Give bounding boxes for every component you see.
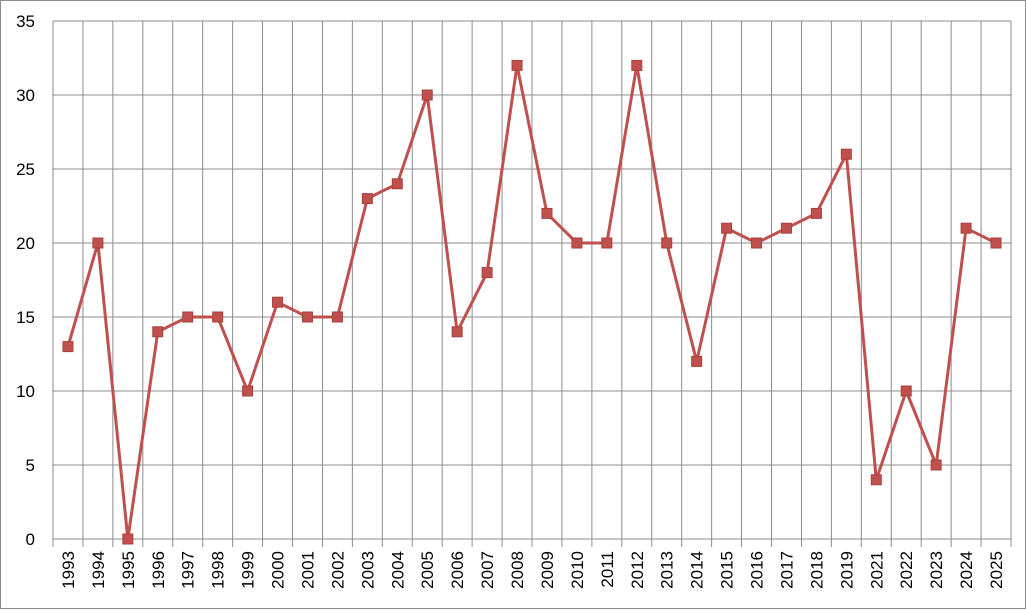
x-tick-label: 2022 <box>897 551 916 589</box>
data-point-marker <box>212 311 224 323</box>
x-tick-label: 2011 <box>598 551 617 588</box>
x-tick-label: 2004 <box>388 551 407 589</box>
data-point-marker <box>870 474 882 486</box>
data-point-marker <box>331 311 343 323</box>
data-point-marker <box>721 222 733 234</box>
data-point-marker <box>810 207 822 219</box>
x-tick-label: 1998 <box>209 551 228 589</box>
x-tick-label: 2018 <box>807 551 826 589</box>
y-tick-label: 25 <box>16 160 35 179</box>
data-point-marker <box>152 326 164 338</box>
x-tick-label: 2023 <box>927 551 946 589</box>
data-point-marker <box>242 385 254 397</box>
x-tick-label: 1996 <box>149 551 168 589</box>
x-tick-label: 2014 <box>688 551 707 589</box>
data-point-marker <box>62 341 74 353</box>
x-tick-label: 1997 <box>179 551 198 589</box>
data-point-marker <box>900 385 912 397</box>
x-tick-label: 2013 <box>658 551 677 589</box>
x-tick-label: 1994 <box>89 551 108 589</box>
data-point-marker <box>301 311 313 323</box>
x-tick-label: 2017 <box>777 551 796 589</box>
series-line <box>66 63 997 541</box>
data-point-marker <box>631 59 643 71</box>
data-point-marker <box>391 178 403 190</box>
x-tick-label: 2012 <box>628 551 647 589</box>
x-tick-label: 2009 <box>538 551 557 589</box>
x-tick-label: 2008 <box>508 551 527 589</box>
y-tick-label: 5 <box>26 456 35 475</box>
x-tick-label: 2001 <box>298 551 317 589</box>
data-point-marker <box>990 237 1002 249</box>
x-tick-label: 2003 <box>358 551 377 589</box>
data-point-marker <box>451 326 463 338</box>
y-tick-label: 10 <box>16 382 35 401</box>
data-point-marker <box>691 355 703 367</box>
x-tick-label: 2025 <box>987 551 1006 589</box>
axis-layer <box>52 21 1011 540</box>
data-point-marker <box>960 222 972 234</box>
data-point-marker <box>361 193 373 205</box>
x-tick-label: 2000 <box>269 551 288 589</box>
y-tick-label: 0 <box>26 530 35 549</box>
y-tick-label: 20 <box>16 234 35 253</box>
data-point-marker <box>661 237 673 249</box>
data-point-marker <box>751 237 763 249</box>
data-point-marker <box>272 296 284 308</box>
x-tick-label: 2005 <box>418 551 437 589</box>
data-point-marker <box>122 533 134 545</box>
data-point-marker <box>511 59 523 71</box>
x-tick-label: 2021 <box>867 551 886 589</box>
data-point-marker <box>541 207 553 219</box>
x-tick-label: 2024 <box>957 551 976 589</box>
x-tick-label: 2007 <box>478 551 497 589</box>
data-point-marker <box>481 267 493 279</box>
series-layer <box>62 59 1002 545</box>
x-tick-label: 2019 <box>837 551 856 589</box>
x-tick-label: 1999 <box>239 551 258 589</box>
data-point-marker <box>421 89 433 101</box>
x-tick-label: 2015 <box>718 551 737 589</box>
y-tick-label: 15 <box>16 308 35 327</box>
data-point-marker <box>930 459 942 471</box>
x-tick-label: 2002 <box>328 551 347 589</box>
x-tick-label: 1993 <box>59 551 78 589</box>
x-tick-label: 1995 <box>119 551 138 589</box>
data-point-marker <box>571 237 583 249</box>
x-tick-label: 2010 <box>568 551 587 589</box>
data-point-marker <box>182 311 194 323</box>
y-tick-label: 30 <box>16 86 35 105</box>
data-point-marker <box>780 222 792 234</box>
data-point-marker <box>840 148 852 160</box>
y-tick-label: 35 <box>16 12 35 31</box>
data-point-marker <box>92 237 104 249</box>
x-tick-label: 2006 <box>448 551 467 589</box>
data-point-marker <box>601 237 613 249</box>
grid-layer <box>52 20 1012 547</box>
x-tick-label: 2016 <box>748 551 767 589</box>
